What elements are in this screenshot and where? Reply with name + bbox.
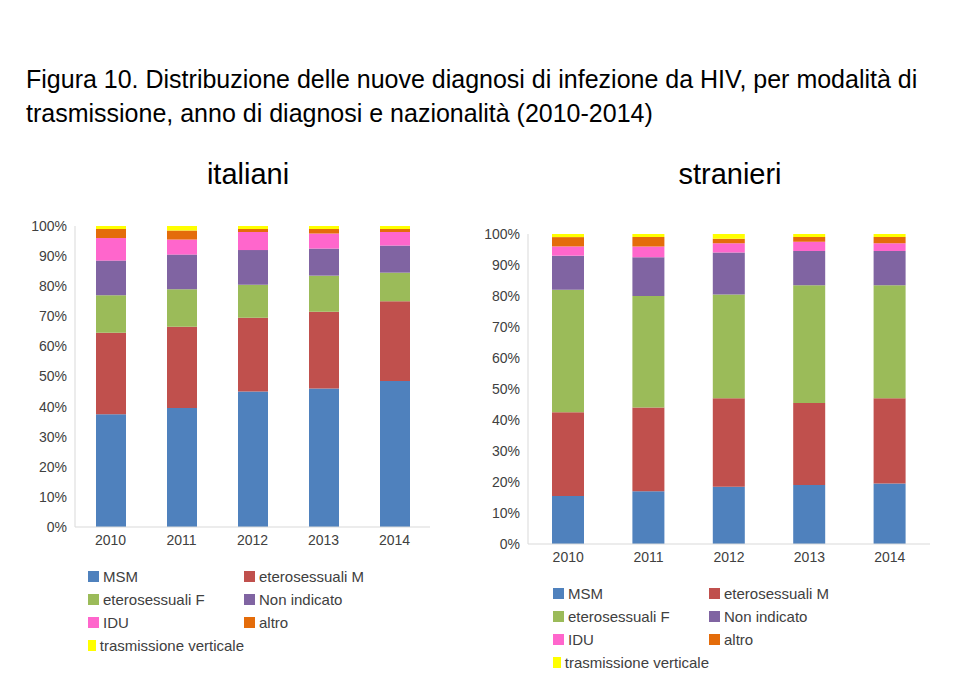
svg-text:70%: 70% — [39, 308, 67, 324]
html-text:trasmissione verticale: trasmissione verticale — [564, 654, 709, 671]
svg-text:90%: 90% — [39, 248, 67, 264]
svg-text:90%: 90% — [492, 257, 520, 273]
html-text:stranieri: stranieri — [678, 158, 782, 190]
svg-text:2013: 2013 — [794, 549, 825, 565]
html-text:MSM: MSM — [568, 585, 603, 602]
svg-text:20%: 20% — [492, 474, 520, 490]
html-text:MSM: MSM — [103, 568, 138, 585]
svg-text:70%: 70% — [492, 319, 520, 335]
svg-text:10%: 10% — [39, 489, 67, 505]
html-text:eterosessuali F: eterosessuali F — [568, 608, 670, 625]
svg-text:100%: 100% — [31, 218, 67, 234]
html-text:italiani: italiani — [206, 158, 290, 190]
svg-text:2014: 2014 — [379, 532, 410, 548]
svg-text:0%: 0% — [500, 536, 520, 552]
svg-text:2010: 2010 — [553, 549, 584, 565]
html-text:altro: altro — [259, 614, 289, 631]
html-text:IDU: IDU — [568, 631, 594, 648]
svg-text:2010: 2010 — [95, 532, 126, 548]
svg-text:60%: 60% — [39, 338, 67, 354]
svg-text:30%: 30% — [492, 443, 520, 459]
html-text:altro: altro — [724, 631, 754, 648]
svg-text:2011: 2011 — [634, 549, 664, 565]
svg-text:10%: 10% — [492, 505, 520, 521]
svg-text:2013: 2013 — [308, 532, 339, 548]
html-text:IDU: IDU — [103, 614, 129, 631]
svg-text:2014: 2014 — [874, 549, 905, 565]
svg-text:50%: 50% — [492, 381, 520, 397]
svg-text:2011: 2011 — [166, 532, 196, 548]
svg-text:0%: 0% — [47, 519, 67, 535]
html-text:eterosessuali M: eterosessuali M — [724, 585, 829, 602]
svg-text:2012: 2012 — [713, 549, 744, 565]
html-text:eterosessuali F: eterosessuali F — [103, 591, 205, 608]
svg-text:80%: 80% — [39, 278, 67, 294]
html-text:eterosessuali M: eterosessuali M — [259, 568, 364, 585]
svg-text:50%: 50% — [39, 368, 67, 384]
svg-text:20%: 20% — [39, 459, 67, 475]
html-text:Non indicato: Non indicato — [259, 591, 343, 608]
svg-text:100%: 100% — [484, 226, 520, 242]
svg-text:80%: 80% — [492, 288, 520, 304]
svg-text:40%: 40% — [492, 412, 520, 428]
svg-text:40%: 40% — [39, 399, 67, 415]
svg-text:60%: 60% — [492, 350, 520, 366]
html-text:trasmissione verticale: trasmissione verticale — [99, 637, 244, 654]
html-text:Non indicato: Non indicato — [724, 608, 808, 625]
html-text:Figura 10. Distribuzione delle: Figura 10. Distribuzione delle nuove dia… — [26, 65, 918, 127]
svg-text:2012: 2012 — [237, 532, 268, 548]
svg-text:30%: 30% — [39, 429, 67, 445]
